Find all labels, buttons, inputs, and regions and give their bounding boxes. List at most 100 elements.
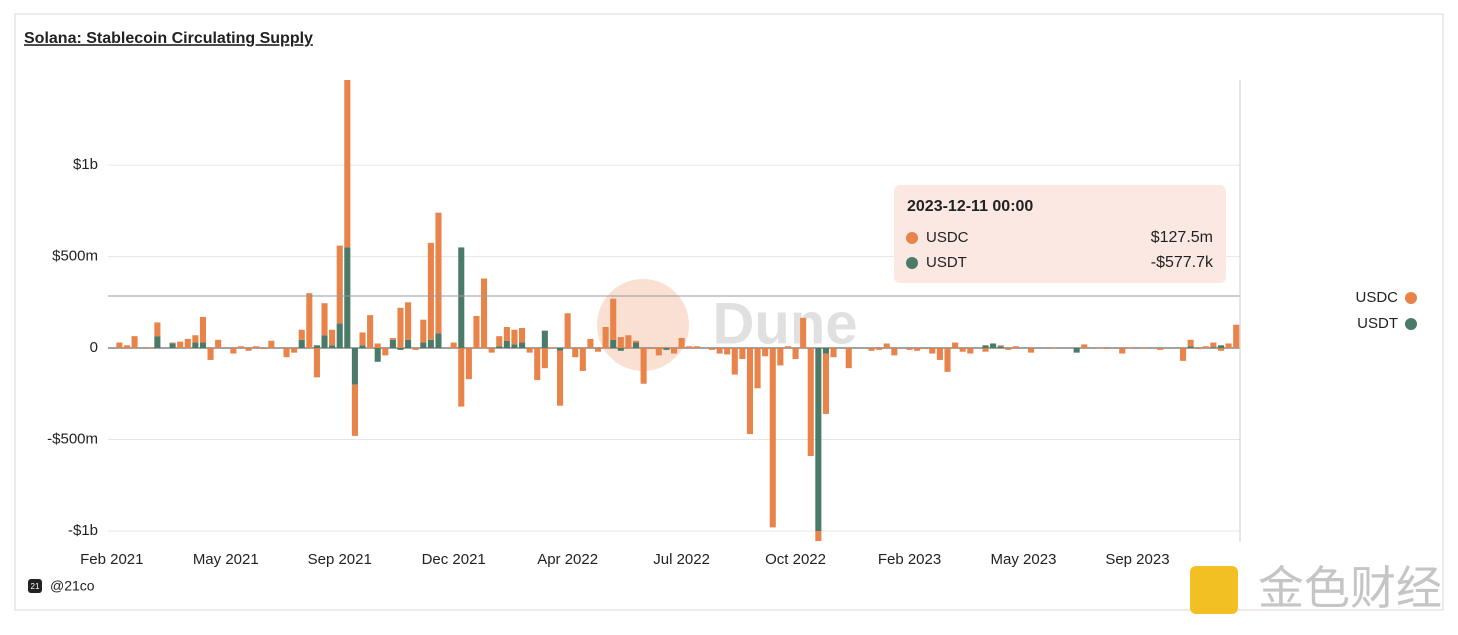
bar bbox=[960, 348, 966, 352]
bar bbox=[618, 337, 624, 348]
bar bbox=[823, 354, 829, 414]
bar bbox=[755, 348, 761, 388]
bar bbox=[1074, 348, 1080, 353]
bar bbox=[299, 340, 305, 348]
bar bbox=[511, 330, 517, 345]
bar bbox=[572, 348, 578, 357]
tooltip-value: -$577.7k bbox=[1151, 254, 1214, 271]
x-tick-label: Sep 2021 bbox=[308, 551, 372, 568]
bar bbox=[1051, 347, 1057, 348]
chart-title: Solana: Stablecoin Circulating Supply bbox=[24, 30, 313, 47]
bar bbox=[1233, 325, 1239, 348]
bar bbox=[815, 531, 821, 541]
bar bbox=[382, 348, 388, 355]
bar bbox=[823, 348, 829, 353]
bar bbox=[1157, 348, 1163, 350]
footer-icon: 21 bbox=[31, 582, 40, 591]
bar bbox=[1005, 348, 1011, 350]
bar bbox=[329, 330, 335, 346]
legend-marker bbox=[1405, 292, 1417, 304]
bar bbox=[496, 346, 502, 348]
bar bbox=[906, 348, 912, 350]
bar bbox=[268, 341, 274, 348]
footer: @21co bbox=[50, 578, 95, 594]
bar bbox=[246, 348, 252, 351]
bar bbox=[952, 343, 958, 348]
bar bbox=[891, 348, 897, 355]
y-tick-label: -$500m bbox=[47, 431, 98, 448]
bar bbox=[876, 348, 882, 350]
x-tick-label: Dec 2021 bbox=[422, 551, 486, 568]
bar bbox=[808, 348, 814, 456]
bar bbox=[185, 339, 191, 348]
bar bbox=[671, 348, 677, 353]
bar bbox=[1096, 347, 1102, 348]
bar bbox=[998, 346, 1004, 348]
x-tick-label: Oct 2022 bbox=[765, 551, 826, 568]
bar bbox=[420, 320, 426, 343]
bar bbox=[610, 340, 616, 348]
bar bbox=[511, 344, 517, 348]
bar bbox=[481, 279, 487, 349]
bar bbox=[344, 80, 350, 247]
x-tick-label: Apr 2022 bbox=[537, 551, 598, 568]
bar bbox=[831, 348, 837, 357]
bar bbox=[208, 348, 214, 360]
bar bbox=[154, 322, 160, 336]
bar bbox=[800, 318, 806, 348]
legend-marker bbox=[1405, 318, 1417, 330]
bar bbox=[557, 351, 563, 406]
bar bbox=[390, 340, 396, 348]
bar bbox=[321, 303, 327, 335]
bar bbox=[519, 343, 525, 348]
bar bbox=[785, 346, 791, 348]
bar bbox=[428, 243, 434, 340]
bar bbox=[565, 313, 571, 348]
bar bbox=[868, 348, 874, 351]
bar bbox=[1195, 348, 1201, 349]
bar bbox=[633, 341, 639, 343]
bar bbox=[747, 348, 753, 434]
legend-label: USDT bbox=[1357, 315, 1398, 332]
bar bbox=[1180, 348, 1186, 361]
x-tick-label: Jul 2022 bbox=[653, 551, 710, 568]
bar bbox=[846, 348, 852, 368]
bar bbox=[663, 348, 669, 350]
bar bbox=[192, 335, 198, 342]
bar bbox=[413, 348, 419, 350]
bar bbox=[770, 348, 776, 527]
bar bbox=[1142, 347, 1148, 348]
tooltip-marker bbox=[906, 257, 918, 269]
tooltip-name: USDC bbox=[926, 229, 969, 246]
x-tick-label: May 2021 bbox=[193, 551, 259, 568]
bar bbox=[557, 348, 563, 351]
bar bbox=[542, 348, 548, 368]
bar bbox=[762, 348, 768, 356]
tooltip-value: $127.5m bbox=[1151, 229, 1213, 246]
bar bbox=[238, 346, 244, 348]
bar bbox=[192, 343, 198, 348]
y-tick-label: -$1b bbox=[68, 522, 98, 539]
bar bbox=[603, 327, 609, 348]
bar bbox=[306, 293, 312, 348]
bar bbox=[1188, 340, 1194, 346]
bar bbox=[914, 348, 920, 351]
bar bbox=[1203, 346, 1209, 348]
bar bbox=[656, 348, 662, 355]
x-tick-label: Feb 2023 bbox=[878, 551, 941, 568]
bar bbox=[496, 336, 502, 346]
bar bbox=[648, 348, 654, 349]
bar bbox=[299, 330, 305, 340]
bar bbox=[922, 348, 928, 349]
bar bbox=[686, 346, 692, 348]
bar bbox=[1218, 348, 1224, 351]
bar bbox=[549, 347, 555, 348]
bar bbox=[405, 302, 411, 340]
bar bbox=[1210, 347, 1216, 348]
bar bbox=[982, 348, 988, 352]
bar bbox=[200, 343, 206, 348]
bar bbox=[587, 339, 593, 348]
bar bbox=[679, 338, 685, 348]
bar bbox=[663, 347, 669, 348]
